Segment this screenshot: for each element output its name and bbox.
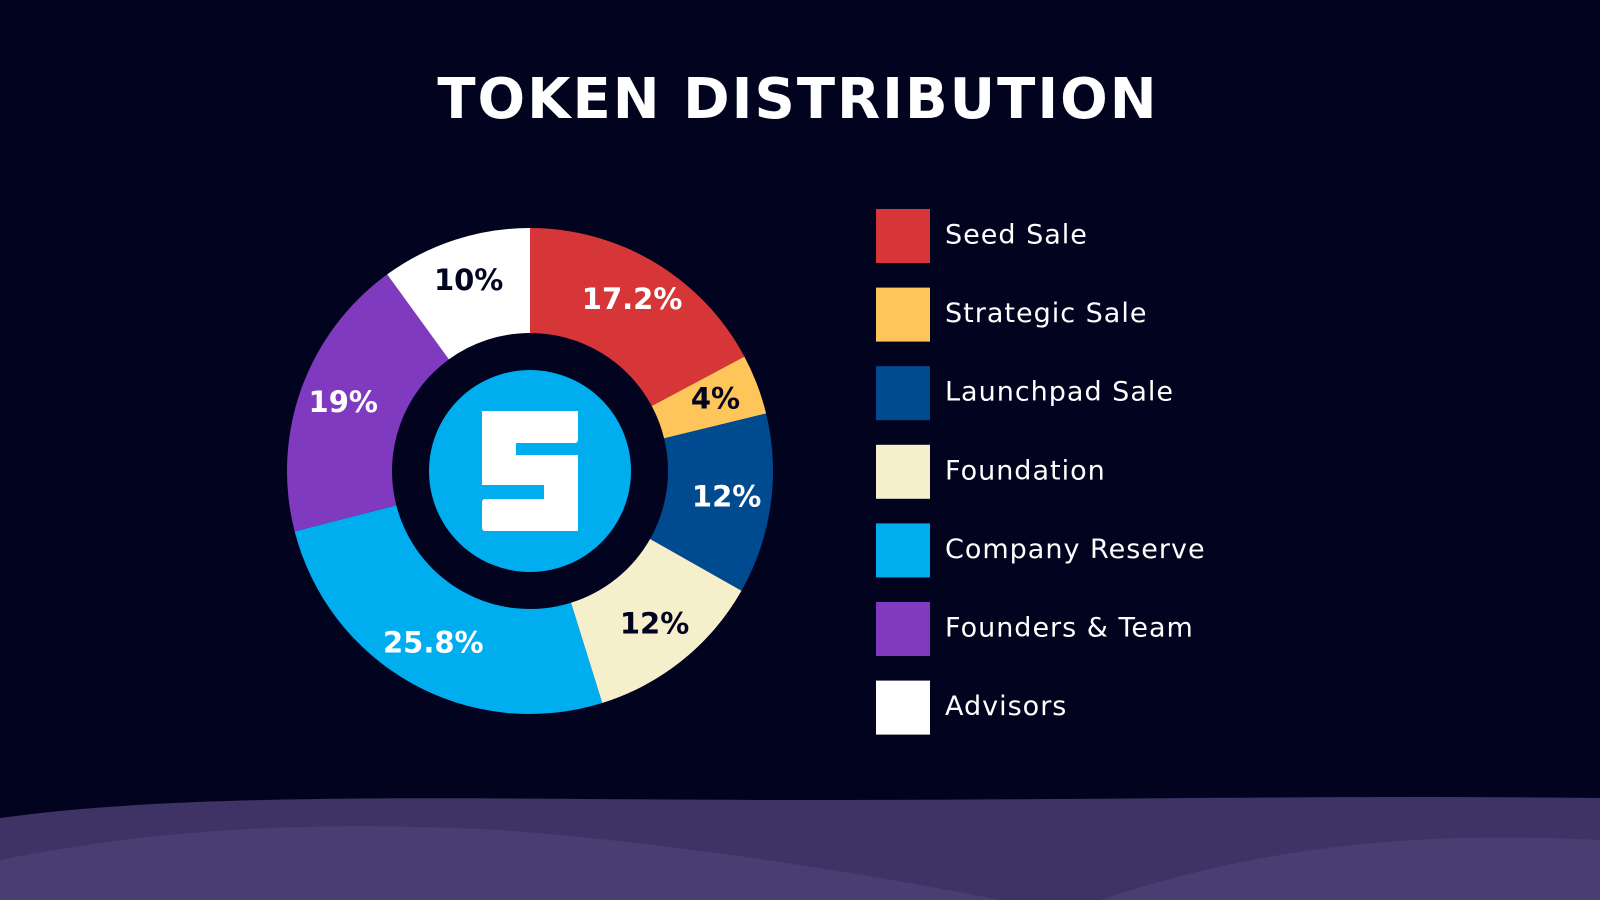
wedge	[286, 274, 449, 532]
wedge	[294, 505, 603, 715]
chart-title: TOKEN DISTRIBUTION	[437, 67, 1158, 132]
hill-left	[0, 826, 1000, 900]
legend-label: Founders & Team	[945, 613, 1194, 644]
wedge	[387, 228, 530, 360]
legend-swatch	[876, 602, 930, 656]
wedge	[650, 413, 773, 591]
legend-swatch	[876, 209, 930, 263]
value-label: 12%	[620, 607, 689, 641]
legend: Seed Sale Strategic Sale Launchpad Sale Fou…	[876, 209, 1206, 735]
wedge	[530, 228, 745, 407]
value-label: 25.8%	[383, 625, 484, 659]
legend-swatch	[876, 366, 930, 421]
legend-label: Advisors	[945, 691, 1067, 722]
legend-label: Strategic Sale	[945, 298, 1147, 329]
value-label: 4%	[691, 381, 740, 415]
logo-s	[482, 411, 578, 531]
wedge	[570, 538, 742, 704]
legend-label: Foundation	[945, 455, 1106, 486]
legend-swatch	[876, 444, 930, 499]
value-label: 10%	[434, 263, 503, 297]
legend-swatch	[876, 680, 930, 735]
legend-swatch	[876, 287, 930, 342]
donut: 17.2% 4% 12% 12% 25.8% 19% 10%	[286, 228, 773, 715]
wedge	[651, 356, 767, 439]
value-label: 19%	[309, 385, 378, 419]
legend-label: Seed Sale	[945, 220, 1088, 251]
value-label: 17.2%	[582, 282, 683, 316]
hill-right	[1100, 837, 1600, 900]
legend-label: Launchpad Sale	[945, 377, 1174, 408]
legend-label: Company Reserve	[945, 534, 1206, 565]
legend-swatch	[876, 523, 930, 578]
value-label: 12%	[692, 479, 761, 513]
